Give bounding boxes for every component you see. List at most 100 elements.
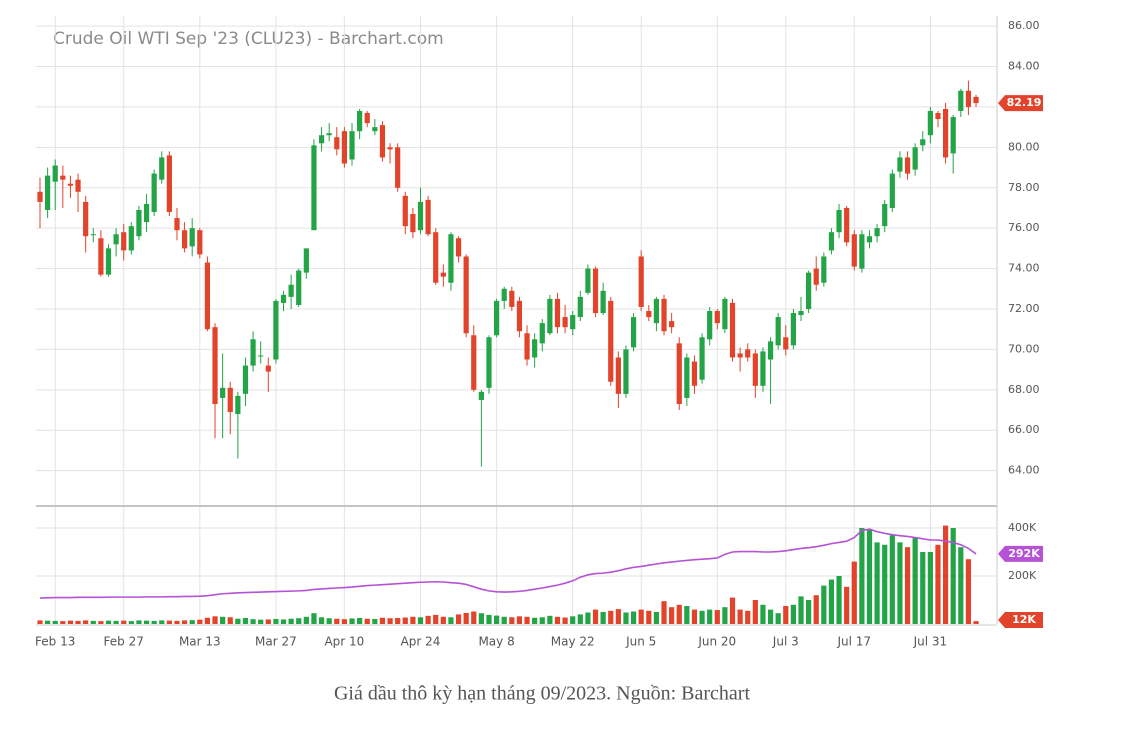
- candle-body: [181, 230, 188, 249]
- candle-body: [509, 290, 515, 307]
- candle-body: [532, 339, 538, 358]
- volume-bar: [790, 604, 796, 624]
- volume-bar: [425, 615, 431, 624]
- volume-bar: [851, 561, 857, 624]
- volume-bar: [166, 620, 172, 624]
- candle-body: [494, 300, 500, 336]
- candle-body: [828, 232, 835, 251]
- x-tick-label: Apr 10: [324, 635, 364, 649]
- y-tick-label: 76.00: [1008, 221, 1040, 234]
- candle-body: [326, 133, 332, 136]
- volume-bar: [189, 620, 195, 624]
- candle-body: [676, 343, 682, 404]
- volume-bar: [897, 542, 903, 624]
- volume-bar: [973, 621, 979, 624]
- candle-body: [851, 234, 857, 267]
- candle-body: [623, 349, 629, 394]
- candle-body: [357, 110, 363, 132]
- candle-body: [463, 256, 469, 334]
- volume-bar: [45, 620, 51, 624]
- candle-body: [958, 90, 964, 111]
- volume-bar: [783, 606, 789, 624]
- y-tick-label: 64.00: [1008, 464, 1040, 477]
- candle-body: [52, 165, 58, 182]
- candle-body: [920, 139, 926, 146]
- candle-body: [113, 234, 119, 245]
- volume-bar: [806, 600, 812, 624]
- candle-body: [417, 201, 424, 231]
- volume-bar: [532, 617, 538, 624]
- volume-bar: [357, 618, 363, 624]
- candle-body: [836, 209, 842, 233]
- candle-body: [220, 387, 226, 398]
- x-tick-label: Jun 20: [697, 635, 736, 649]
- volume-bar: [516, 616, 523, 624]
- volume-bar: [562, 617, 568, 624]
- volume-bar: [197, 619, 203, 624]
- candle-body: [372, 127, 378, 132]
- volume-bar: [387, 618, 393, 624]
- x-tick-label: Mar 27: [255, 635, 297, 649]
- volume-bar: [638, 609, 644, 624]
- volume-bar: [318, 617, 325, 624]
- candle-body: [280, 294, 287, 303]
- volume-bar: [669, 607, 675, 624]
- volume-bar: [334, 618, 340, 624]
- candle-body: [242, 365, 249, 394]
- volume-bar: [67, 620, 74, 624]
- candle-body: [250, 339, 256, 366]
- candle-body: [37, 191, 43, 202]
- volume-bar: [608, 610, 614, 624]
- x-tick-label: Apr 24: [401, 635, 441, 649]
- volume-bar: [661, 601, 667, 624]
- volume-bar: [220, 616, 226, 624]
- volume-bar: [767, 609, 774, 624]
- candle-body: [965, 90, 972, 107]
- volume-bar: [98, 621, 104, 624]
- volume-bar: [828, 579, 835, 624]
- candle-body: [364, 112, 370, 124]
- volume-bar: [623, 612, 629, 624]
- candle-body: [813, 268, 819, 285]
- candle-body: [121, 232, 127, 251]
- volume-bar: [372, 618, 378, 624]
- candle-body: [684, 357, 690, 398]
- candle-body: [395, 147, 401, 188]
- candle-body: [303, 248, 309, 273]
- volume-bar: [844, 586, 850, 624]
- candle-body: [577, 296, 583, 318]
- candle-body: [547, 298, 553, 334]
- candle-body: [630, 317, 637, 348]
- volume-bar: [737, 609, 743, 624]
- candle-body: [859, 234, 865, 269]
- candle-body: [311, 145, 317, 231]
- volume-bar: [227, 617, 233, 624]
- volume-bar: [37, 620, 43, 624]
- candle-body: [737, 353, 743, 358]
- candle-body: [425, 199, 431, 235]
- volume-bar: [349, 618, 355, 624]
- candle-body: [197, 230, 203, 255]
- volume-bar: [836, 576, 842, 624]
- candle-body: [570, 315, 576, 330]
- x-tick-label: Jun 5: [625, 635, 656, 649]
- volume-bar: [501, 616, 507, 624]
- volume-bar: [326, 618, 332, 624]
- candle-body: [592, 268, 599, 314]
- candle-body: [874, 228, 880, 237]
- x-tick-label: Jul 17: [836, 635, 871, 649]
- y2-tick-label: 200K: [1008, 569, 1037, 582]
- volume-bar: [699, 610, 705, 624]
- volume-bar: [280, 619, 287, 624]
- volume-bar: [440, 616, 446, 624]
- volume-bar: [760, 604, 766, 624]
- x-tick-label: Jul 3: [772, 635, 799, 649]
- volume-bar: [113, 620, 119, 624]
- volume-bar: [250, 619, 256, 624]
- volume-bar: [653, 612, 660, 624]
- candle-body: [562, 317, 568, 328]
- candle-body: [478, 391, 484, 400]
- y-tick-label: 84.00: [1008, 60, 1040, 73]
- candle-body: [760, 351, 766, 386]
- volume-bar: [60, 621, 66, 624]
